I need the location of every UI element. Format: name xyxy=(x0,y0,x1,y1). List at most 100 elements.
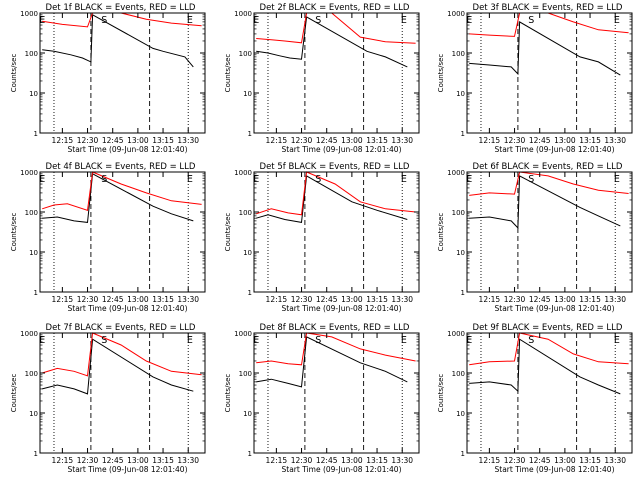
x-tick-label: 12:30 xyxy=(291,136,313,145)
event-marker-e: E xyxy=(253,174,259,185)
event-marker-s: S xyxy=(528,174,534,185)
x-tick-label: 13:15 xyxy=(152,295,174,304)
x-tick-label: 13:30 xyxy=(604,295,626,304)
event-marker-e: E xyxy=(39,15,45,26)
y-tick-label: 1 xyxy=(461,450,465,458)
events-series-line xyxy=(469,338,621,395)
x-tick-label: 13:00 xyxy=(127,456,149,465)
y-tick-label: 10 xyxy=(29,249,38,257)
events-series-line xyxy=(42,338,194,395)
x-tick-label: 13:00 xyxy=(341,136,363,145)
events-series-line xyxy=(469,175,621,230)
events-series-line xyxy=(42,13,194,68)
y-tick-label: 1000 xyxy=(447,169,465,177)
lld-series-line xyxy=(469,332,629,366)
y-tick-label: 1 xyxy=(34,289,38,297)
plot-frame xyxy=(39,12,206,134)
y-tick-label: 10 xyxy=(456,410,465,418)
detector-panel-5: Det 5f BLACK = Events, RED = LLD 1 10 100 10… xyxy=(224,162,420,313)
x-tick-label: 13:30 xyxy=(391,136,413,145)
x-tick-label: 13:00 xyxy=(341,295,363,304)
plot-frame xyxy=(253,171,420,293)
events-series-line xyxy=(469,21,621,76)
y-tick-label: 1000 xyxy=(447,10,465,18)
event-marker-e: E xyxy=(253,15,259,26)
event-marker-e: E xyxy=(39,174,45,185)
event-marker-s: S xyxy=(528,335,534,346)
detector-panel-3: Det 3f BLACK = Events, RED = LLD 1 10 100 10… xyxy=(437,3,633,154)
detector-panel-6: Det 6f BLACK = Events, RED = LLD 1 10 100 10… xyxy=(437,162,633,313)
y-tick-label: 10 xyxy=(456,90,465,98)
x-tick-label: 13:15 xyxy=(152,456,174,465)
y-tick-label: 1 xyxy=(461,289,465,297)
y-tick-label: 1 xyxy=(461,130,465,138)
x-tick-label: 12:30 xyxy=(504,136,526,145)
y-axis-label: Counts/sec xyxy=(437,54,445,93)
events-series-line xyxy=(256,16,408,68)
x-axis-label: Start Time (09-Jun-08 12:01:40) xyxy=(495,465,615,474)
y-tick-label: 10 xyxy=(243,410,252,418)
y-axis-label: Counts/sec xyxy=(437,374,445,413)
y-tick-label: 100 xyxy=(239,209,252,217)
x-tick-label: 13:15 xyxy=(579,456,601,465)
y-axis-label: Counts/sec xyxy=(10,54,18,93)
detector-panel-1: Det 1f BLACK = Events, RED = LLD 1 10 100 10… xyxy=(10,3,206,154)
event-marker-e: E xyxy=(39,335,45,346)
x-tick-label: 12:30 xyxy=(77,456,99,465)
x-axis-label: Start Time (09-Jun-08 12:01:40) xyxy=(68,304,188,313)
plot-frame xyxy=(253,332,420,454)
x-tick-label: 12:15 xyxy=(479,295,501,304)
x-tick-label: 12:45 xyxy=(102,456,124,465)
x-tick-label: 12:15 xyxy=(52,456,74,465)
event-marker-e: E xyxy=(401,174,407,185)
x-tick-label: 12:45 xyxy=(529,136,551,145)
x-tick-label: 12:45 xyxy=(102,136,124,145)
y-tick-label: 10 xyxy=(29,410,38,418)
event-marker-e: E xyxy=(466,335,472,346)
x-axis-label: Start Time (09-Jun-08 12:01:40) xyxy=(68,465,188,474)
x-tick-label: 12:15 xyxy=(479,136,501,145)
panel-title: Det 3f BLACK = Events, RED = LLD xyxy=(473,3,623,13)
y-axis-label: Counts/sec xyxy=(224,213,232,252)
y-tick-label: 10 xyxy=(456,249,465,257)
lld-series-line xyxy=(42,12,202,28)
y-tick-label: 1000 xyxy=(20,169,38,177)
plot-frame xyxy=(39,171,206,293)
lld-series-line xyxy=(42,332,202,377)
y-tick-label: 10 xyxy=(29,90,38,98)
y-tick-label: 1000 xyxy=(20,330,38,338)
y-tick-label: 100 xyxy=(25,209,38,217)
x-axis-label: Start Time (09-Jun-08 12:01:40) xyxy=(282,304,402,313)
event-marker-e: E xyxy=(401,15,407,26)
event-marker-e: E xyxy=(466,15,472,26)
detector-panel-7: Det 7f BLACK = Events, RED = LLD 1 10 100 10… xyxy=(10,323,206,474)
event-marker-e: E xyxy=(614,174,620,185)
x-tick-label: 13:30 xyxy=(604,456,626,465)
y-axis-label: Counts/sec xyxy=(437,213,445,252)
x-tick-label: 13:15 xyxy=(366,456,388,465)
event-marker-s: S xyxy=(315,335,321,346)
x-tick-label: 13:15 xyxy=(579,136,601,145)
x-tick-label: 13:30 xyxy=(177,136,199,145)
event-marker-e: E xyxy=(187,174,193,185)
y-tick-label: 1 xyxy=(248,130,252,138)
lld-series-line xyxy=(256,12,416,44)
x-axis-label: Start Time (09-Jun-08 12:01:40) xyxy=(495,304,615,313)
x-tick-label: 12:15 xyxy=(479,456,501,465)
x-tick-label: 12:15 xyxy=(266,295,288,304)
x-tick-label: 13:00 xyxy=(341,456,363,465)
y-axis-label: Counts/sec xyxy=(224,374,232,413)
x-tick-label: 12:45 xyxy=(529,295,551,304)
y-tick-label: 100 xyxy=(239,50,252,58)
x-tick-label: 12:45 xyxy=(316,136,338,145)
plot-frame xyxy=(39,332,206,454)
y-tick-label: 10 xyxy=(243,249,252,257)
detector-panel-2: Det 2f BLACK = Events, RED = LLD 1 10 100 10… xyxy=(224,3,420,154)
event-marker-e: E xyxy=(187,15,193,26)
x-tick-label: 13:00 xyxy=(554,456,576,465)
x-tick-label: 13:30 xyxy=(604,136,626,145)
panel-title: Det 4f BLACK = Events, RED = LLD xyxy=(46,162,196,172)
x-tick-label: 12:30 xyxy=(77,295,99,304)
x-tick-label: 13:00 xyxy=(127,136,149,145)
x-tick-label: 13:30 xyxy=(177,295,199,304)
